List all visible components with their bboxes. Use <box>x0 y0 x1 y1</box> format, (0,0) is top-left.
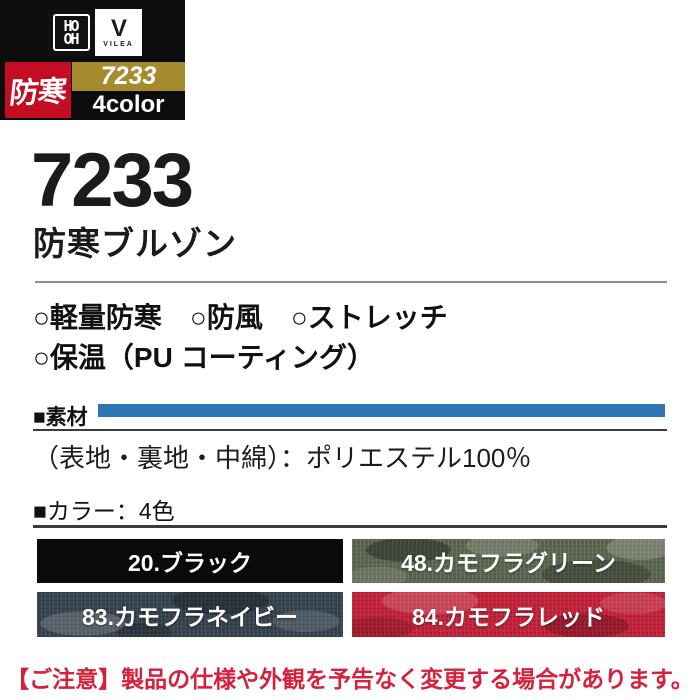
hooh-logo-line1: HO <box>63 16 79 35</box>
color-count-badge-label: 4color <box>92 90 165 118</box>
vilea-v-icon: V <box>110 14 127 42</box>
product-name: 防寒ブルゾン <box>33 225 237 262</box>
product-code-badge: 7233 <box>72 62 185 91</box>
material-section-heading: ■素材 <box>33 406 88 429</box>
color-swatch-black: 20.ブラック <box>37 539 343 583</box>
material-description: （表地・裏地・中綿）：ポリエステル100％ <box>33 443 532 473</box>
hooh-logo-icon: HO OH <box>53 14 90 51</box>
color-swatch-label: 48.カモフラグリーン <box>401 550 616 576</box>
color-section-heading: ■カラー：4色 <box>33 498 175 524</box>
color-count-badge: 4color <box>72 91 185 118</box>
divider <box>35 281 667 283</box>
divider <box>33 525 667 528</box>
bohkan-badge: 防寒 <box>5 62 71 118</box>
divider <box>33 429 667 431</box>
vilea-logo-text: VILEA <box>103 40 134 48</box>
color-swatch-camo-green: 48.カモフラグリーン <box>352 539 665 583</box>
color-swatch-label: 84.カモフラレッド <box>412 603 605 630</box>
color-swatch-camo-navy: 83.カモフラネイビー <box>37 592 343 637</box>
feature-line-1: ○軽量防寒 ○防風 ○ストレッチ <box>33 302 448 333</box>
product-code-badge-label: 7233 <box>100 62 157 90</box>
color-swatch-label: 20.ブラック <box>128 550 252 576</box>
vilea-logo: V VILEA <box>95 9 142 56</box>
hooh-logo: HO OH <box>48 9 95 56</box>
material-accent-bar <box>98 404 665 417</box>
brand-badge-block: HO OH V VILEA 防寒 7233 4color <box>0 0 185 120</box>
feature-line-2: ○保温（PU コーティング） <box>33 342 375 373</box>
caution-notice: 【ご注意】製品の仕様や外観を予告なく変更する場合があります。 <box>6 666 694 692</box>
product-code-title: 7233 <box>31 138 194 223</box>
color-swatch-camo-red: 84.カモフラレッド <box>352 592 665 637</box>
bohkan-badge-label: 防寒 <box>7 76 68 110</box>
color-swatch-label: 83.カモフラネイビー <box>82 603 298 630</box>
hooh-logo-line2: OH <box>63 29 79 48</box>
